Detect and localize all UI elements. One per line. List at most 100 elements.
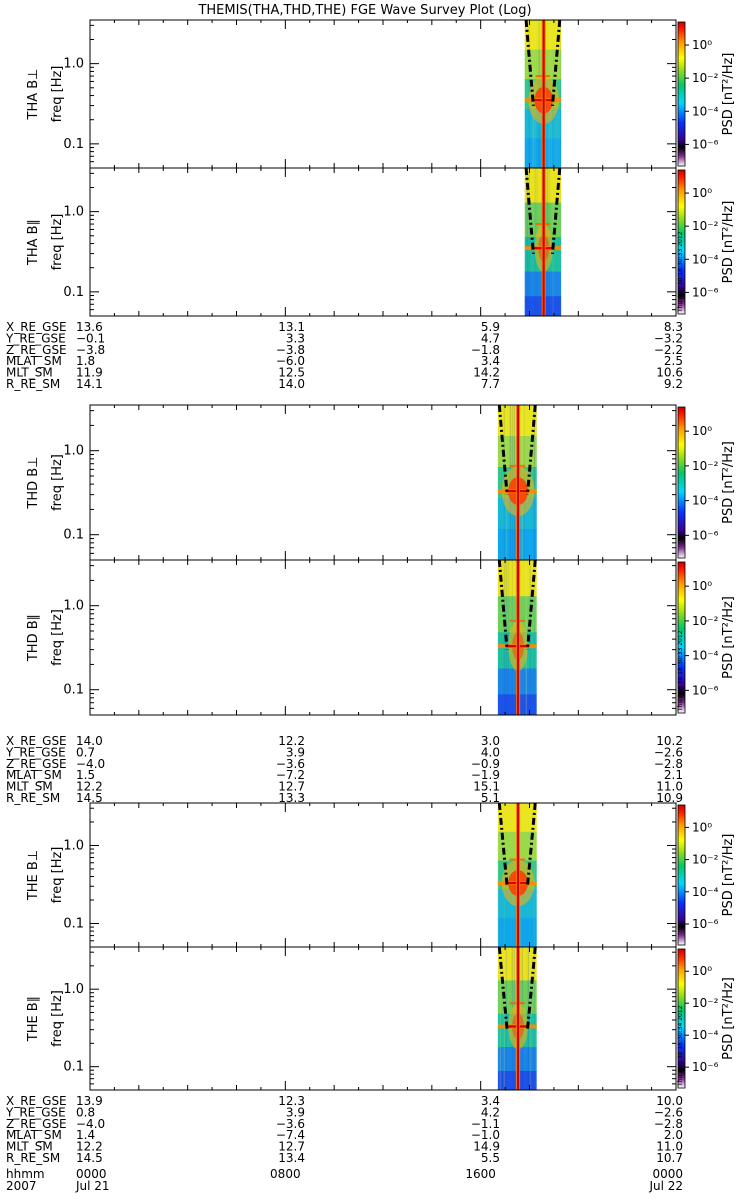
panel-label: THD B∥ bbox=[26, 614, 41, 662]
colorbar-tick-label: 10⁻⁶ bbox=[692, 285, 719, 299]
ephemeris-value: −2.8 bbox=[654, 757, 683, 771]
spectrogram bbox=[497, 947, 537, 1090]
time-date-label: Jul 21 bbox=[75, 1179, 110, 1193]
y-axis-label: freq [Hz] bbox=[50, 214, 65, 271]
colorbar-label: PSD [nT²/Hz] bbox=[721, 977, 736, 1060]
colorbar-tick-label: 10⁻² bbox=[692, 459, 719, 473]
ephemeris-label: MLAT_SM bbox=[6, 768, 62, 782]
y-axis-label: freq [Hz] bbox=[50, 66, 65, 123]
colorbar-tick-label: 10⁻² bbox=[692, 219, 719, 233]
colorbar-tick-label: 10⁻⁶ bbox=[692, 528, 719, 542]
time-tick-label: 0000 bbox=[76, 1167, 107, 1181]
y-axis-label: freq [Hz] bbox=[50, 609, 65, 666]
ephemeris-label: Y_RE_GSE bbox=[5, 1105, 66, 1119]
figure-title: THEMIS(THA,THD,THE) FGE Wave Survey Plot… bbox=[197, 3, 531, 18]
cutoff-curve bbox=[497, 560, 509, 651]
ephemeris-the: X_RE_GSE 13.9 12.3 3.4 10.0 Y_RE_GSE 0.8 3.9 4.2… bbox=[5, 1094, 683, 1165]
spectrogram bbox=[497, 560, 537, 715]
colorbar bbox=[677, 406, 686, 559]
time-tick-label: 0800 bbox=[270, 1167, 301, 1181]
ephemeris-value: 4.2 bbox=[481, 1105, 500, 1119]
ephemeris-value: 14.9 bbox=[473, 1140, 500, 1154]
ephemeris-value: 12.7 bbox=[278, 1140, 305, 1154]
y-axis-label: freq [Hz] bbox=[50, 847, 65, 904]
ephemeris-value: 5.1 bbox=[481, 791, 500, 805]
ephemeris-value: 7.7 bbox=[481, 377, 500, 391]
spectral-stripe bbox=[529, 947, 531, 1090]
ephemeris-value: −4.0 bbox=[76, 1117, 105, 1131]
colorbar-label: PSD [nT²/Hz] bbox=[721, 441, 736, 524]
y-tick-label: 1.0 bbox=[63, 57, 84, 72]
panel-frame bbox=[89, 802, 677, 948]
ephemeris-value: 10.0 bbox=[656, 1094, 683, 1108]
ephemeris-label: R_RE_SM bbox=[6, 791, 60, 805]
panel-thd-bperp: 1.0 0.1 THD B⊥ freq [Hz] 10⁰ 10⁻² 10⁻⁴ 10⁻⁶PSD … bbox=[26, 404, 736, 561]
spike bbox=[542, 20, 545, 168]
spectral-stripe bbox=[558, 20, 560, 168]
ephemeris-value: 11.0 bbox=[656, 780, 683, 794]
ephemeris-value: 3.0 bbox=[481, 734, 500, 748]
colorbar-tick-label: 10⁰ bbox=[692, 820, 712, 834]
time-tick-label: 1600 bbox=[465, 1167, 496, 1181]
ephemeris-value: −3.6 bbox=[276, 1117, 305, 1131]
y-tick-label: 1.0 bbox=[63, 982, 84, 997]
ephemeris-value: 11.0 bbox=[656, 1140, 683, 1154]
colorbar-tick-label: 10⁻² bbox=[692, 996, 719, 1010]
cutoff-curve bbox=[524, 168, 535, 254]
ephemeris-value: 14.2 bbox=[473, 366, 500, 380]
ephemeris-value: −0.9 bbox=[471, 757, 500, 771]
spectral-stripe bbox=[533, 560, 535, 715]
colorbar bbox=[677, 21, 686, 167]
spectral-stripe bbox=[497, 803, 499, 947]
cutoff-curve bbox=[497, 947, 509, 1031]
colorbar-tick-label: 10⁻² bbox=[692, 71, 719, 85]
ephemeris-value: 10.6 bbox=[656, 366, 683, 380]
spectral-stripe bbox=[529, 560, 531, 715]
ephemeris-value: 11.9 bbox=[76, 366, 103, 380]
spectral-stripe bbox=[533, 947, 535, 1090]
spectral-stripe bbox=[535, 560, 537, 715]
spectral-stripe bbox=[560, 20, 562, 168]
ephemeris-value: 2.1 bbox=[664, 768, 683, 782]
y-axis-label: freq [Hz] bbox=[50, 990, 65, 1047]
ephemeris-value: 0.7 bbox=[76, 745, 95, 759]
cutoff-curve bbox=[550, 168, 562, 254]
spectrogram bbox=[524, 20, 562, 168]
colorbar-tick-label: 10⁻⁴ bbox=[692, 1028, 719, 1042]
cutoff-curve bbox=[524, 20, 535, 106]
ephemeris-value: −2.8 bbox=[654, 1117, 683, 1131]
y-tick-label: 1.0 bbox=[63, 444, 84, 459]
spectral-stripe bbox=[505, 947, 507, 1090]
colorbar bbox=[677, 561, 686, 714]
colorbar-tick-label: 10⁰ bbox=[692, 186, 712, 200]
ephemeris-value: 1.8 bbox=[76, 354, 95, 368]
ephemeris-value: −2.6 bbox=[654, 745, 683, 759]
colorbar-tick-label: 10⁻⁴ bbox=[692, 649, 719, 663]
panel-frame bbox=[89, 19, 677, 169]
ephemeris-value: 3.4 bbox=[481, 1094, 500, 1108]
ephemeris-value: 1.4 bbox=[76, 1128, 95, 1142]
spectral-stripe bbox=[499, 947, 501, 1090]
cutoff-curve bbox=[550, 20, 562, 106]
ephemeris-value: 12.7 bbox=[278, 780, 305, 794]
panel-thd-bpar: 1.0 0.1 THD B∥ freq [Hz] 10⁰ 10⁻² 10⁻⁴ 10⁻⁶PSD … bbox=[26, 559, 736, 716]
ephemeris-value: −3.2 bbox=[654, 331, 683, 345]
ephemeris-value: −2.6 bbox=[654, 1105, 683, 1119]
spike bbox=[517, 405, 520, 560]
ephemeris-value: 3.9 bbox=[286, 1105, 305, 1119]
colorbar-tick-label: 10⁻⁴ bbox=[692, 104, 719, 118]
colorbar-tick-label: 10⁻⁶ bbox=[692, 683, 719, 697]
plot-timestamp: Thu Aug 30 18:30:34 2012 bbox=[677, 1005, 684, 1087]
ephemeris-label: MLAT_SM bbox=[6, 354, 62, 368]
panel-frame bbox=[89, 946, 677, 1091]
spike bbox=[517, 803, 520, 947]
spectral-stripe bbox=[533, 405, 535, 560]
ephemeris-value: 1.5 bbox=[76, 768, 95, 782]
panel-label: THA B⊥ bbox=[26, 69, 41, 121]
spectrogram bbox=[497, 405, 537, 560]
ephemeris-tha: X_RE_GSE 13.6 13.1 5.9 8.3 Y_RE_GSE −0.1 3.3 4.7… bbox=[5, 320, 683, 391]
colorbar-tick-label: 10⁻⁶ bbox=[692, 1060, 719, 1074]
ephemeris-value: −2.2 bbox=[654, 343, 683, 357]
ephemeris-value: 3.4 bbox=[481, 354, 500, 368]
spike bbox=[517, 947, 520, 1090]
